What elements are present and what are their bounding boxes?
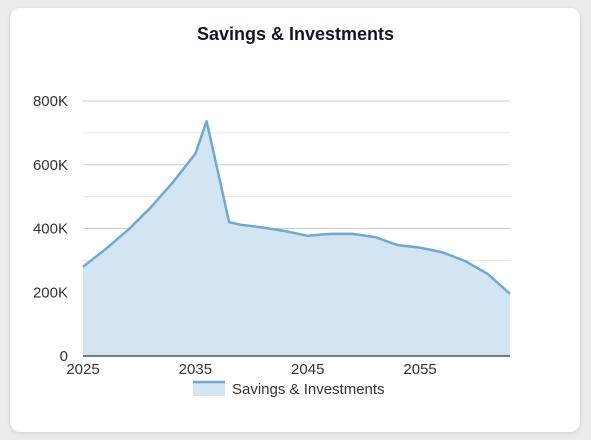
data-point[interactable] xyxy=(461,257,469,265)
y-tick-label: 0 xyxy=(60,348,68,365)
data-point[interactable] xyxy=(236,221,244,229)
data-point[interactable] xyxy=(484,270,492,278)
data-point[interactable] xyxy=(124,226,132,234)
legend-swatch[interactable] xyxy=(193,381,225,396)
legend-label[interactable]: Savings & Investments xyxy=(232,381,385,398)
data-point[interactable] xyxy=(214,167,222,175)
data-point[interactable] xyxy=(191,150,199,158)
y-tick-label: 800K xyxy=(33,93,68,110)
chart-card xyxy=(10,8,580,432)
series-area-layer xyxy=(79,117,514,356)
data-point[interactable] xyxy=(371,233,379,241)
data-point[interactable] xyxy=(439,248,447,256)
x-tick-label: 2045 xyxy=(291,361,324,378)
legend[interactable]: Savings & Investments xyxy=(193,380,385,398)
data-point[interactable] xyxy=(146,204,154,212)
data-point[interactable] xyxy=(169,178,177,186)
axis-layer: 0 200K 400K 600K 800K 2025 2035 2045 2055 xyxy=(33,93,510,378)
data-point[interactable] xyxy=(101,245,109,253)
x-tick-label: 2055 xyxy=(403,361,436,378)
series-area-fill xyxy=(83,121,510,356)
data-point[interactable] xyxy=(203,117,211,125)
y-tick-label: 200K xyxy=(33,284,68,301)
data-point[interactable] xyxy=(225,218,233,226)
data-point[interactable] xyxy=(394,241,402,249)
y-tick-label: 400K xyxy=(33,221,68,238)
data-point[interactable] xyxy=(304,232,312,240)
data-point[interactable] xyxy=(416,244,424,252)
data-point[interactable] xyxy=(259,224,267,232)
data-point[interactable] xyxy=(506,290,514,298)
data-point[interactable] xyxy=(326,230,334,238)
data-point[interactable] xyxy=(79,263,87,271)
y-tick-label: 600K xyxy=(33,157,68,174)
data-point[interactable] xyxy=(349,230,357,238)
x-tick-label: 2025 xyxy=(66,361,99,378)
x-tick-label: 2035 xyxy=(179,361,212,378)
series-line[interactable] xyxy=(82,119,511,295)
data-point[interactable] xyxy=(281,227,289,235)
chart-title: Savings & Investments xyxy=(196,24,395,44)
